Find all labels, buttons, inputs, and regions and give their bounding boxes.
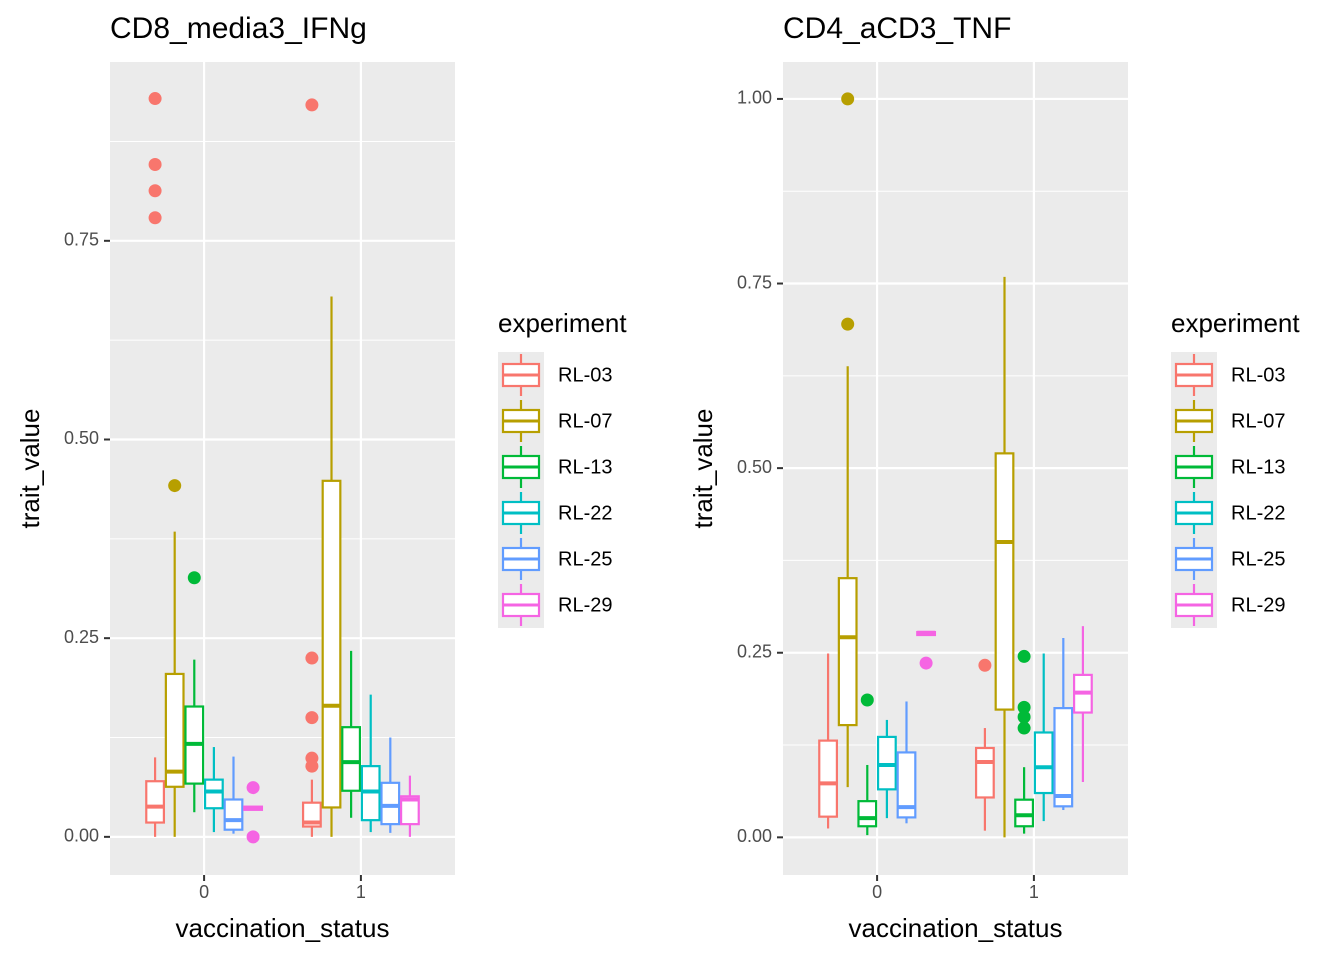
x-tick-label: 1 (1029, 882, 1039, 902)
legend-title: experiment (498, 308, 627, 338)
outlier (1017, 721, 1031, 735)
outlier (860, 693, 874, 707)
outlier (978, 658, 992, 672)
box (341, 726, 362, 792)
y-tick-label: 0.75 (737, 272, 772, 292)
legend-label: RL-13 (1231, 456, 1285, 478)
outlier (305, 759, 319, 773)
legend-label: RL-07 (558, 410, 612, 432)
box (380, 781, 401, 826)
outlier (187, 571, 201, 585)
outlier (305, 711, 319, 725)
legend-title: experiment (1171, 308, 1300, 338)
box (1033, 731, 1054, 795)
x-tick-label: 1 (356, 882, 366, 902)
box (145, 780, 166, 824)
box (164, 672, 185, 788)
box (857, 800, 878, 828)
legend-label: RL-22 (1231, 502, 1285, 524)
outlier (148, 211, 162, 225)
legend-label: RL-07 (1231, 410, 1285, 432)
y-tick-label: 0.50 (737, 457, 772, 477)
outlier (305, 98, 319, 112)
box (321, 479, 342, 809)
legend-label: RL-25 (1231, 548, 1285, 570)
outlier (1017, 649, 1031, 663)
legend-label: RL-29 (558, 594, 612, 616)
outlier (305, 651, 319, 665)
box (203, 778, 224, 810)
legend-label: RL-25 (558, 548, 612, 570)
box (974, 746, 995, 799)
y-tick-label: 0.00 (64, 826, 99, 846)
y-axis-title: trait_value (15, 409, 45, 529)
x-axis-title: vaccination_status (849, 913, 1063, 943)
outlier (841, 92, 855, 106)
y-tick-label: 0.50 (64, 428, 99, 448)
outlier (148, 158, 162, 172)
outlier (168, 479, 182, 493)
box (223, 798, 244, 831)
box (837, 577, 858, 727)
legend-label: RL-22 (558, 502, 612, 524)
panel-background (110, 62, 455, 875)
outlier (1017, 700, 1031, 714)
chart-title: CD4_aCD3_TNF (783, 12, 1011, 45)
chart-title: CD8_media3_IFNg (110, 12, 367, 45)
x-tick-label: 0 (199, 882, 209, 902)
outlier (841, 317, 855, 331)
box (1014, 798, 1035, 828)
y-tick-label: 0.75 (64, 230, 99, 250)
legend-label: RL-03 (1231, 364, 1285, 386)
box (896, 751, 917, 819)
outlier (148, 184, 162, 198)
box (1053, 707, 1074, 808)
outlier (246, 830, 260, 844)
outlier (148, 92, 162, 106)
legend-label: RL-29 (1231, 594, 1285, 616)
y-tick-label: 0.25 (64, 627, 99, 647)
outlier (1017, 710, 1031, 724)
outlier (246, 781, 260, 795)
box (399, 795, 420, 826)
legend-label: RL-03 (558, 364, 612, 386)
y-tick-label: 0.25 (737, 641, 772, 661)
x-axis-title: vaccination_status (176, 913, 390, 943)
box (994, 452, 1015, 711)
box (818, 739, 839, 818)
outlier (919, 656, 933, 670)
legend-label: RL-13 (558, 456, 612, 478)
y-tick-label: 1.00 (737, 88, 772, 108)
x-tick-label: 0 (872, 882, 882, 902)
y-axis-title: trait_value (688, 409, 718, 529)
y-tick-label: 0.00 (737, 826, 772, 846)
